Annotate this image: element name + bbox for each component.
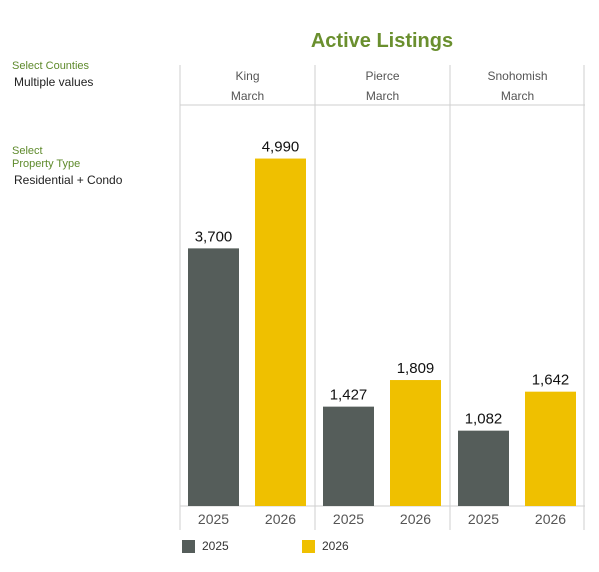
legend-item-2025[interactable]: 2025 [182, 538, 229, 554]
x-tick-label: 2026 [400, 511, 431, 527]
bar-2026 [255, 158, 306, 506]
panel-header-month: March [366, 89, 399, 103]
bar-2025 [323, 406, 374, 506]
property-type-filter-label-line2: Property Type [12, 158, 81, 170]
property-type-filter-label-line1: Select [12, 145, 43, 157]
chart-title: Active Listings [310, 30, 454, 52]
x-tick-label: 2025 [468, 511, 499, 527]
data-label: 4,990 [262, 139, 300, 156]
counties-filter-label: Select Counties [12, 60, 90, 72]
legend-swatch-2025 [182, 539, 195, 553]
panel-header-month: March [231, 89, 264, 103]
legend-label-2026: 2026 [322, 539, 349, 553]
panel-header-county: Pierce [365, 69, 399, 83]
data-label: 3,700 [195, 228, 233, 245]
panel-header-county: Snohomish [487, 69, 547, 83]
x-tick-label: 2026 [535, 511, 566, 527]
legend-swatch-2026 [302, 539, 315, 553]
x-tick-label: 2025 [333, 511, 364, 527]
property-type-filter-value[interactable]: Residential + Condo [14, 173, 123, 187]
bar-2026 [525, 391, 576, 506]
bar-2026 [390, 380, 441, 506]
x-tick-label: 2026 [265, 511, 296, 527]
x-tick-label: 2025 [198, 511, 229, 527]
data-label: 1,809 [397, 360, 435, 377]
data-label: 1,427 [330, 387, 368, 404]
bar-2025 [188, 248, 239, 507]
legend-label-2025: 2025 [202, 539, 229, 553]
bar-2025 [458, 430, 509, 506]
panel-header-county: King [235, 69, 259, 83]
counties-filter-value[interactable]: Multiple values [14, 75, 94, 89]
legend-item-2026[interactable]: 2026 [302, 538, 349, 554]
data-label: 1,642 [532, 372, 570, 389]
panel-header-month: March [501, 89, 534, 103]
data-label: 1,082 [465, 411, 503, 428]
